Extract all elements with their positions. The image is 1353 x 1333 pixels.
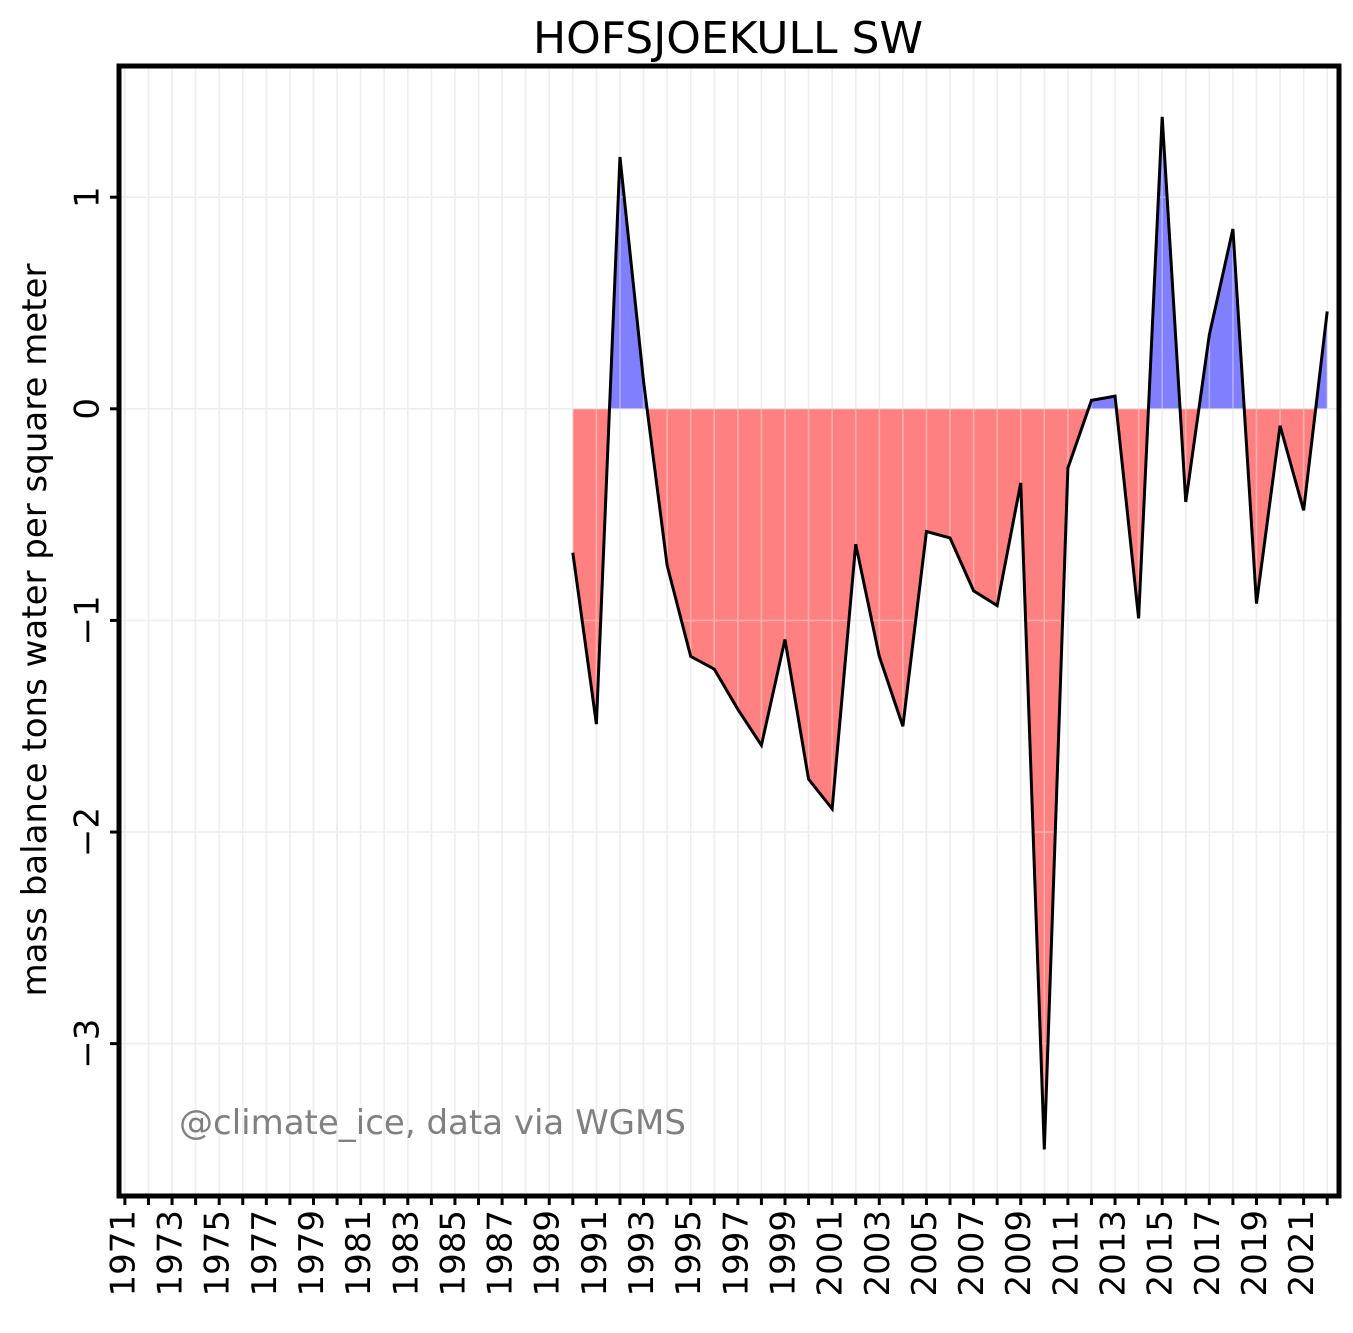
x-tick-label: 1983	[386, 1210, 426, 1297]
x-tick-label: 2011	[1046, 1210, 1086, 1297]
plot-frame	[116, 63, 1342, 1199]
x-tick-label: 1999	[763, 1210, 803, 1297]
x-tick-label: 2017	[1188, 1210, 1228, 1297]
x-tick-label: 1975	[198, 1210, 238, 1297]
x-tick-label: 1981	[339, 1210, 379, 1297]
x-tick-label: 1993	[622, 1210, 662, 1297]
x-tick-label: 2013	[1094, 1210, 1134, 1297]
y-tick-label: −3	[68, 1019, 108, 1069]
x-tick-label: 1973	[151, 1210, 191, 1297]
plot-area: 1 0 −1 −2 −3 1971 1973 1975 1977 1979 1981 1983 1985…	[68, 63, 1342, 1297]
x-tick-label: 1997	[716, 1210, 756, 1297]
y-axis-label: mass balance tons water per square meter	[15, 264, 55, 997]
x-tick-label: 2009	[999, 1210, 1039, 1297]
y-tick-label: −1	[68, 595, 108, 645]
x-tick-label: 2019	[1235, 1210, 1275, 1297]
x-tick-label: 1985	[433, 1210, 473, 1297]
x-tick-label: 1977	[245, 1210, 285, 1297]
x-tick-label: 1995	[669, 1210, 709, 1297]
x-tick-label: 1989	[528, 1210, 568, 1297]
x-tick-label: 2007	[952, 1210, 992, 1297]
x-tick-label: 2015	[1141, 1210, 1181, 1297]
x-tick-label: 1971	[103, 1210, 143, 1297]
x-tick-label: 2001	[811, 1210, 851, 1297]
y-tick-label: 0	[68, 398, 108, 420]
x-tick-label: 2003	[858, 1210, 898, 1297]
grid-overlay	[119, 66, 1339, 1196]
y-tick-label: 1	[68, 186, 108, 208]
x-tick-label: 1991	[575, 1210, 615, 1297]
credit-annotation: @climate_ice, data via WGMS	[179, 1103, 686, 1143]
y-tick-label: −2	[68, 807, 108, 857]
x-tick-label: 1979	[292, 1210, 332, 1297]
x-tick-label: 2005	[905, 1210, 945, 1297]
chart-title: HOFSJOEKULL SW	[533, 13, 923, 64]
x-tick-label: 2021	[1282, 1210, 1322, 1297]
x-tick-label: 1987	[481, 1210, 521, 1297]
